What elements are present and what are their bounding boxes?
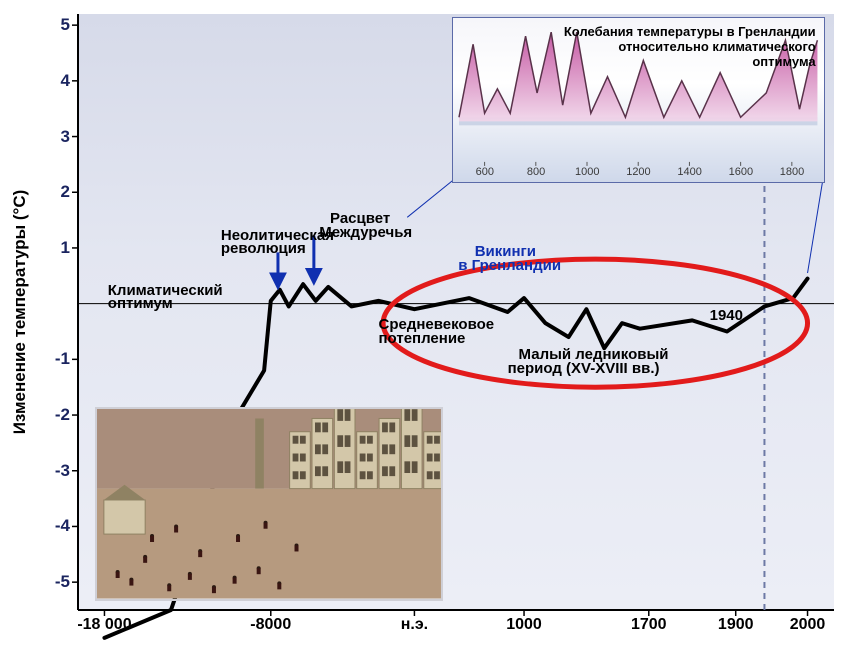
- y-tick-label: -2: [40, 405, 70, 425]
- y-tick-label: 3: [40, 127, 70, 147]
- inset-x-tick: 800: [527, 166, 545, 178]
- inset-x-tick: 1600: [729, 166, 753, 178]
- annotation-mes2: Междуречья: [319, 224, 412, 241]
- annotation-y1940: 1940: [710, 307, 743, 324]
- y-tick-label: 1: [40, 238, 70, 258]
- x-tick-label: 1900: [718, 616, 754, 634]
- annotation-med2: потепление: [379, 330, 466, 347]
- annotation-lia2: период (XV-XVIII вв.): [508, 360, 660, 377]
- inset-title-line: Колебания температуры в Гренландии: [564, 24, 816, 39]
- x-tick-label: н.э.: [401, 616, 428, 634]
- inset-title-line: оптимума: [752, 54, 815, 69]
- chart-root: Изменение температуры (°C) -5 -4 -3 -2 -1 1 2 3…: [0, 0, 849, 646]
- y-tick-label: 5: [40, 15, 70, 35]
- y-tick-label: 4: [40, 71, 70, 91]
- inset-x-tick: 1800: [780, 166, 804, 178]
- x-tick-label: 1700: [631, 616, 667, 634]
- y-axis-label: Изменение температуры (°C): [10, 190, 30, 435]
- annotation-neo2: революция: [221, 240, 306, 257]
- inset-chart: 600 800 1000 1200 1400 1600 1800 Колебания темп…: [452, 17, 824, 183]
- inset-title-line: относительно климатического: [618, 39, 815, 54]
- painting-thumbnail: [95, 407, 443, 601]
- inset-x-tick: 1000: [575, 166, 599, 178]
- x-tick-label: 1000: [506, 616, 542, 634]
- x-tick-label: -8000: [250, 616, 291, 634]
- x-tick-label: 2000: [790, 616, 826, 634]
- inset-x-tick: 1400: [677, 166, 701, 178]
- annotation-vik2: в Гренландии: [458, 257, 561, 274]
- y-tick-label: -3: [40, 461, 70, 481]
- inset-x-tick: 1200: [626, 166, 650, 178]
- y-tick-label: -5: [40, 572, 70, 592]
- y-tick-label: -1: [40, 349, 70, 369]
- inset-x-tick: 600: [476, 166, 494, 178]
- y-tick-label: 2: [40, 182, 70, 202]
- annotation-opt2: оптимум: [108, 295, 173, 312]
- x-tick-label: -18 000: [77, 616, 131, 634]
- y-tick-label: -4: [40, 516, 70, 536]
